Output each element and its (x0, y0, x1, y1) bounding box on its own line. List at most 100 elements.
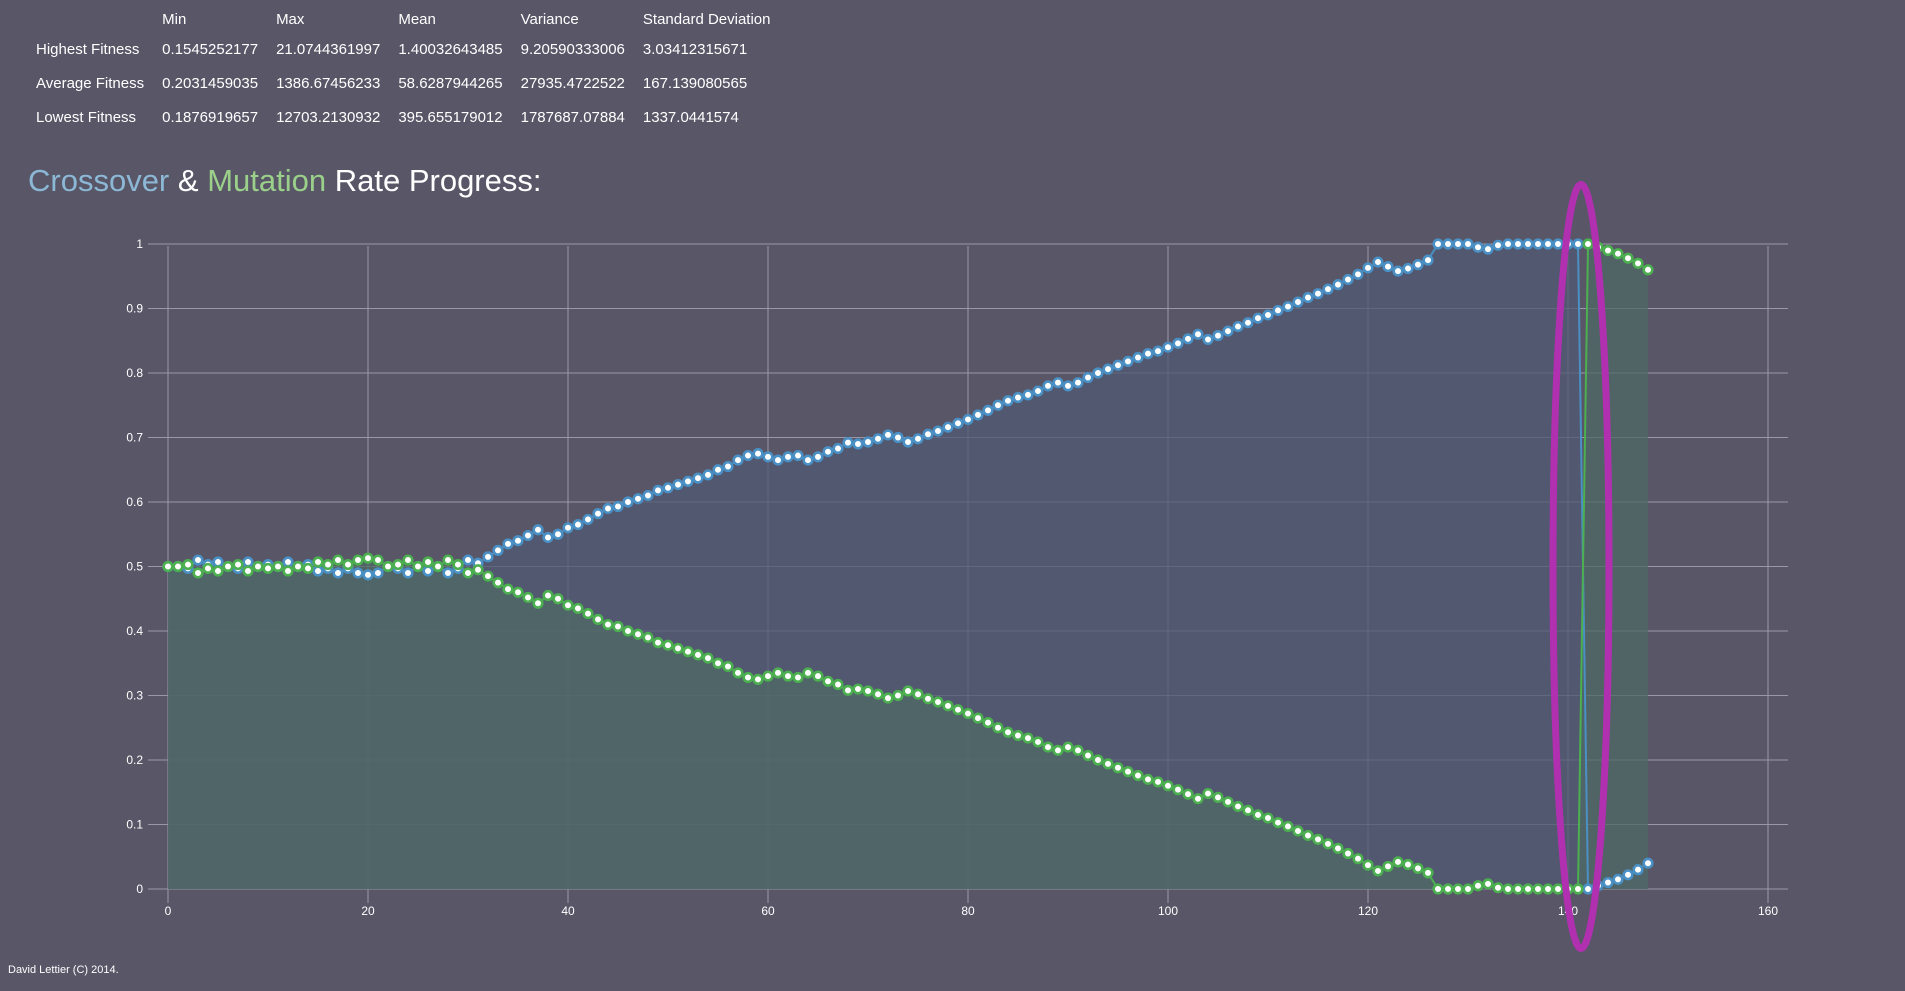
crossover-point (1192, 328, 1204, 340)
mutation-point (1092, 754, 1104, 766)
x-tick-label: 80 (961, 904, 975, 918)
crossover-point (1302, 291, 1314, 304)
mutation-point (1522, 883, 1534, 895)
stats-cell: 9.20590333006 (520, 40, 625, 58)
mutation-point (1082, 749, 1094, 762)
crossover-point (1432, 238, 1444, 250)
mutation-point (1352, 853, 1364, 865)
mutation-point (1112, 762, 1124, 774)
crossover-point (1632, 864, 1644, 876)
crossover-point (782, 451, 794, 463)
mutation-point (1392, 856, 1404, 868)
x-tick-label: 100 (1158, 904, 1178, 918)
mutation-point (1542, 883, 1554, 895)
crossover-point (952, 417, 964, 429)
crossover-point (1472, 241, 1484, 253)
mutation-point (1192, 793, 1204, 805)
mutation-point (1582, 238, 1594, 250)
stats-row-highest-fitness: Highest Fitness 0.1545252177 21.07443619… (36, 32, 789, 66)
stats-cell: 1386.67456233 (276, 74, 381, 92)
crossover-point (832, 442, 844, 455)
mutation-point (932, 696, 944, 708)
mutation-point (922, 693, 934, 705)
mutation-point (1182, 788, 1194, 800)
crossover-point (892, 431, 904, 444)
mutation-point (682, 646, 694, 658)
crossover-point (582, 513, 594, 526)
crossover-point (1392, 265, 1404, 277)
mutation-point (212, 565, 224, 577)
y-tick-label: 0.5 (126, 560, 143, 574)
stats-header-row: Min Max Mean Variance Standard Deviation (36, 6, 789, 32)
x-tick-label: 120 (1358, 904, 1378, 918)
stats-cell: 0.1876919657 (162, 108, 259, 126)
crossover-point (502, 538, 514, 550)
mutation-point (362, 552, 374, 564)
mutation-point (852, 683, 864, 695)
stats-cell: 0.1545252177 (162, 40, 259, 58)
mutation-point (1422, 867, 1434, 879)
stats-cell: 1337.0441574 (642, 108, 739, 126)
mutation-point (472, 564, 484, 576)
mutation-point (342, 558, 354, 571)
crossover-point (1052, 377, 1064, 389)
y-tick-label: 0.2 (126, 753, 143, 767)
mutation-point (1162, 780, 1174, 792)
stats-header-mean: Mean (398, 10, 436, 28)
crossover-point (1612, 873, 1624, 885)
mutation-point (562, 599, 574, 611)
footer-credit: David Lettier (C) 2014. (8, 964, 119, 976)
mutation-point (1612, 248, 1624, 260)
stats-cell: 21.0744361997 (276, 40, 381, 58)
crossover-point (332, 567, 344, 579)
mutation-point (502, 583, 514, 595)
mutation-point (622, 625, 634, 637)
crossover-point (212, 556, 224, 568)
crossover-point (772, 454, 784, 466)
stats-cell: 3.03412315671 (642, 40, 748, 58)
crossover-point (732, 454, 744, 466)
crossover-point (842, 437, 854, 449)
chart-title-ampersand: & (177, 163, 199, 198)
crossover-point (672, 478, 684, 491)
crossover-point (562, 522, 574, 534)
mutation-point (592, 613, 604, 625)
crossover-point (1232, 320, 1244, 333)
crossover-point (612, 500, 624, 513)
crossover-point (1622, 869, 1634, 881)
crossover-point (1162, 341, 1174, 353)
mutation-point (242, 565, 254, 577)
mutation-point (752, 673, 764, 685)
crossover-point (1262, 309, 1274, 321)
crossover-point (1112, 359, 1124, 371)
mutation-point (1512, 883, 1524, 895)
mutation-point (672, 642, 684, 655)
mutation-point (1062, 741, 1074, 753)
crossover-point (372, 567, 384, 579)
crossover-point (1602, 876, 1614, 889)
crossover-point (1462, 238, 1474, 250)
crossover-point (1532, 238, 1544, 250)
crossover-point (1132, 351, 1144, 364)
mutation-point (912, 688, 924, 700)
crossover-point (1182, 333, 1194, 345)
mutation-point (202, 562, 214, 575)
crossover-point (972, 409, 984, 421)
mutation-point (292, 560, 304, 573)
crossover-point (592, 508, 604, 520)
mutation-point (1312, 833, 1324, 845)
stats-header-min: Min (162, 10, 187, 28)
mutation-point (222, 560, 234, 573)
mutation-point (1332, 842, 1344, 854)
mutation-point (1032, 736, 1044, 748)
crossover-point (482, 551, 494, 563)
crossover-point (1572, 238, 1584, 250)
crossover-point (1012, 391, 1024, 404)
y-tick-label: 0.3 (126, 689, 143, 703)
crossover-point (1442, 238, 1454, 250)
mutation-point (432, 560, 444, 573)
mutation-point (542, 589, 554, 602)
mutation-point (302, 562, 314, 575)
x-tick-label: 20 (361, 904, 375, 918)
